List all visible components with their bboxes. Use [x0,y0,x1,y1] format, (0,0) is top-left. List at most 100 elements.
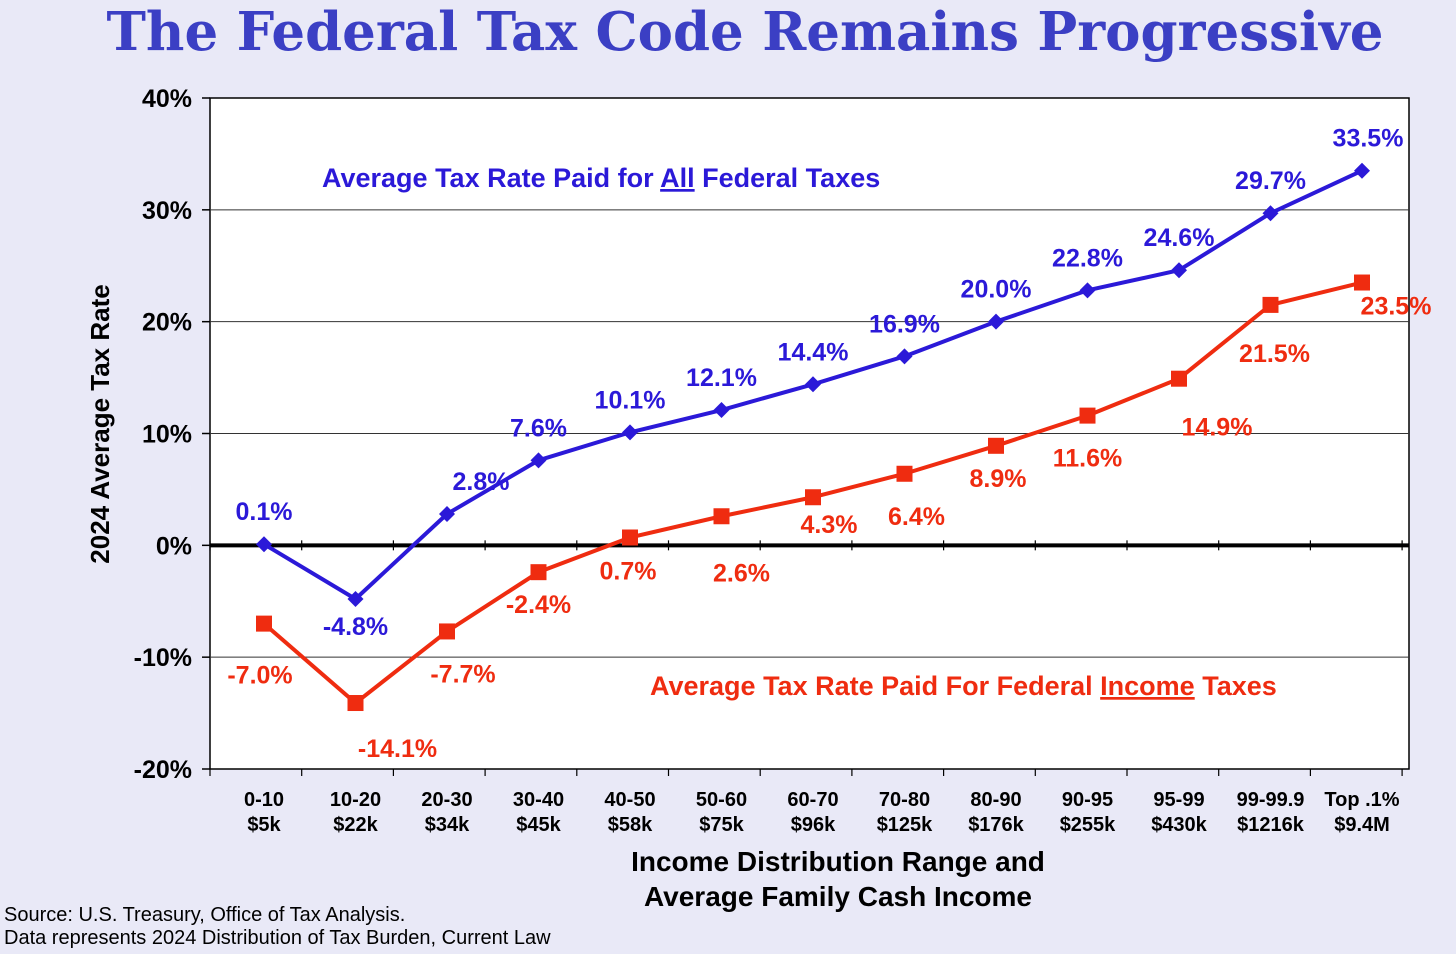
x-tick-label: $22k [333,814,378,836]
x-tick-label: 60-70 [787,789,838,811]
x-axis-label: Income Distribution Range and [631,846,1045,877]
federal-income-taxes-annotation: Average Tax Rate Paid For Federal Income… [650,671,1277,701]
y-tick-label: 30% [142,197,192,225]
federal-income-taxes-point [439,623,455,640]
federal-income-taxes-point [896,465,913,482]
all-federal-taxes-data-label: 33.5% [1333,125,1404,153]
all-federal-taxes-point [896,348,913,365]
all-federal-taxes-data-label: 20.0% [961,276,1032,304]
all-federal-taxes-point [347,591,364,608]
x-tick-label: $125k [877,814,933,836]
x-tick-label: 10-20 [330,789,381,811]
x-tick-label: $75k [699,814,744,836]
x-tick-label: 30-40 [513,789,564,811]
x-tick-label: 50-60 [696,789,747,811]
x-tick-label: 95-99 [1153,789,1204,811]
x-tick-label: $176k [968,814,1024,836]
federal-income-taxes-point [530,564,547,581]
all-federal-taxes-data-label: -4.8% [323,613,388,641]
federal-income-taxes-data-label: 21.5% [1239,340,1310,368]
x-tick-label: 90-95 [1062,789,1113,811]
annotation-emphasis: Income [1100,671,1195,701]
federal-income-taxes-data-label: -2.4% [506,591,571,619]
all-federal-taxes-point [622,424,638,441]
x-tick-label: 99-99.9 [1237,789,1305,811]
x-axis-label: Average Family Cash Income [644,881,1032,912]
all-federal-taxes-data-label: 29.7% [1235,167,1306,195]
federal-income-taxes-point [1079,407,1096,424]
all-federal-taxes-annotation: Average Tax Rate Paid for All Federal Ta… [322,163,880,193]
x-tick-label: $255k [1060,814,1116,836]
all-federal-taxes-point [1262,205,1279,222]
y-tick-label: 20% [142,309,192,337]
federal-income-taxes-point [347,695,364,712]
annotation-emphasis: All [660,163,695,193]
all-federal-taxes-data-label: 24.6% [1144,224,1215,252]
federal-income-taxes-data-label: 8.9% [970,465,1027,493]
annotation-text: Federal Taxes [695,163,881,193]
federal-income-taxes-data-label: -7.0% [227,662,292,690]
federal-income-taxes-data-label: 2.6% [713,559,770,587]
all-federal-taxes-point [713,402,730,419]
federal-income-taxes-point [713,508,730,525]
all-federal-taxes-point [1354,162,1370,179]
x-tick-label: 0-10 [244,789,284,811]
annotation-text: Average Tax Rate Paid For Federal [650,671,1100,701]
annotation-text: Average Tax Rate Paid for [322,163,660,193]
all-federal-taxes-data-label: 7.6% [510,414,567,442]
all-federal-taxes-data-label: 16.9% [869,310,940,338]
x-tick-label: 80-90 [970,789,1021,811]
federal-income-taxes-data-label: 6.4% [888,503,945,531]
federal-income-taxes-data-label: -14.1% [358,735,437,763]
x-tick-label: 20-30 [421,789,472,811]
all-federal-taxes-point [805,376,821,393]
x-tick-label: $1216k [1237,814,1305,836]
annotation-text: Taxes [1195,671,1277,701]
x-tick-label: $96k [791,814,836,836]
federal-income-taxes-data-label: 0.7% [600,558,657,586]
x-tick-label: 70-80 [879,789,930,811]
source-line: Source: U.S. Treasury, Office of Tax Ana… [4,904,406,926]
x-tick-label: $5k [247,814,281,836]
x-tick-label: $58k [608,814,653,836]
federal-income-taxes-data-label: 11.6% [1053,445,1123,473]
x-tick-label: $9.4M [1334,814,1390,836]
all-federal-taxes-data-label: 14.4% [778,338,849,366]
federal-income-taxes-data-label: 14.9% [1182,414,1253,442]
y-tick-label: -20% [134,756,192,784]
y-tick-label: 10% [142,421,192,449]
federal-income-taxes-point [256,615,272,632]
federal-income-taxes-point [1354,274,1370,291]
chart-title: The Federal Tax Code Remains Progressive [106,1,1384,63]
federal-income-taxes-point [805,489,821,506]
all-federal-taxes-point [530,452,547,469]
federal-income-taxes-data-label: 4.3% [801,511,858,539]
all-federal-taxes-data-label: 10.1% [595,386,666,414]
federal-income-taxes-data-label: -7.7% [430,660,495,688]
federal-income-taxes-point [1171,370,1187,387]
y-tick-label: 0% [156,532,192,560]
y-tick-label: -10% [134,644,192,672]
y-axis-label: 2024 Average Tax Rate [85,284,115,563]
x-tick-label: $45k [516,814,561,836]
all-federal-taxes-data-label: 2.8% [453,468,510,496]
federal-income-taxes-data-label: 23.5% [1361,293,1432,321]
x-tick-label: $430k [1151,814,1207,836]
x-tick-label: $34k [425,814,470,836]
x-tick-label: 40-50 [604,789,655,811]
source-line: Data represents 2024 Distribution of Tax… [4,927,551,949]
x-tick-label: Top .1% [1324,789,1399,811]
all-federal-taxes-data-label: 0.1% [236,498,293,526]
all-federal-taxes-data-label: 22.8% [1052,244,1123,272]
federal-income-taxes-point [1262,296,1279,313]
all-federal-taxes-point [1079,282,1096,299]
federal-income-taxes-point [622,529,638,546]
all-federal-taxes-data-label: 12.1% [686,364,757,392]
all-federal-taxes-point [256,536,272,553]
y-tick-label: 40% [142,85,192,113]
source-note: Source: U.S. Treasury, Office of Tax Ana… [4,904,551,950]
federal-income-taxes-point [988,437,1004,454]
all-federal-taxes-point [439,506,455,523]
all-federal-taxes-point [1171,262,1187,279]
